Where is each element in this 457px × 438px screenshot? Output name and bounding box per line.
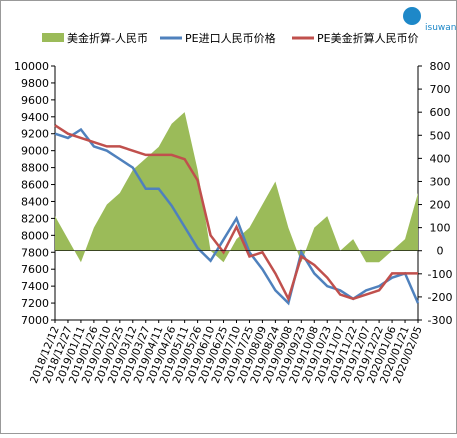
y-tick-label: 9800 <box>21 77 49 90</box>
y2-tick-label: 700 <box>430 83 451 96</box>
y-tick-label: 7400 <box>21 280 49 293</box>
legend-label: PE美金折算人民币价 <box>317 31 419 45</box>
y2-tick-label: -100 <box>428 268 453 281</box>
y-tick-label: 9600 <box>21 94 49 107</box>
y-tick-label: 8600 <box>21 179 49 192</box>
y-tick-label: 9400 <box>21 111 49 124</box>
y2-tick-label: 300 <box>430 175 451 188</box>
y-tick-label: 9000 <box>21 145 49 158</box>
area <box>55 112 418 263</box>
legend-label: PE进口人民币价格 <box>185 31 276 45</box>
y2-tick-label: 100 <box>430 222 451 235</box>
logo-text: isuwang <box>425 23 457 33</box>
y-tick-label: 10000 <box>14 60 49 73</box>
y2-tick-label: 800 <box>430 60 451 73</box>
y-tick-label: 8800 <box>21 162 49 175</box>
y2-tick-label: 400 <box>430 152 451 165</box>
logo-icon <box>403 7 421 25</box>
y-tick-label: 7600 <box>21 263 49 276</box>
y-tick-label: 7000 <box>21 314 49 327</box>
legend-label: 美金折算-人民币 <box>67 31 148 45</box>
y2-tick-label: 200 <box>430 199 451 212</box>
y2-tick-label: 0 <box>437 245 444 258</box>
y-tick-label: 8000 <box>21 229 49 242</box>
logo: isuwang <box>403 7 457 33</box>
y-tick-label: 9200 <box>21 128 49 141</box>
y2-tick-label: 500 <box>430 129 451 142</box>
y2-tick-label: 600 <box>430 106 451 119</box>
y2-tick-label: -200 <box>428 291 453 304</box>
y-tick-label: 8400 <box>21 195 49 208</box>
y2-tick-label: -300 <box>428 314 453 327</box>
y-tick-label: 8200 <box>21 212 49 225</box>
line <box>54 127 420 306</box>
y-tick-label: 7800 <box>21 246 49 259</box>
legend-swatch <box>42 33 64 42</box>
line <box>54 124 418 303</box>
y-tick-label: 7200 <box>21 297 49 310</box>
